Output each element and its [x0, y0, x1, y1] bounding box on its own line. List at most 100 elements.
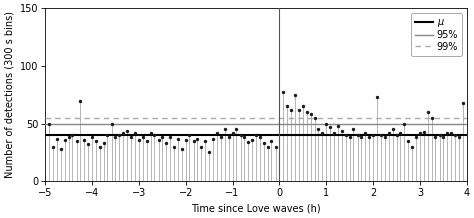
- Point: [424, 110, 432, 114]
- Point: [338, 129, 346, 132]
- Point: [57, 147, 64, 151]
- Point: [311, 116, 319, 120]
- Point: [73, 139, 81, 143]
- Point: [186, 133, 193, 137]
- Point: [346, 136, 354, 139]
- Point: [92, 139, 100, 143]
- Point: [170, 145, 178, 148]
- Point: [373, 95, 381, 99]
- Point: [158, 136, 166, 139]
- Point: [342, 133, 350, 137]
- Point: [166, 136, 174, 139]
- Point: [354, 133, 361, 137]
- Point: [420, 130, 428, 133]
- Point: [182, 138, 190, 141]
- Point: [217, 136, 225, 139]
- Point: [119, 131, 127, 135]
- Point: [201, 139, 209, 143]
- Point: [240, 136, 248, 139]
- Point: [299, 105, 307, 108]
- Legend: $\mu$, 95%, 99%: $\mu$, 95%, 99%: [411, 13, 462, 56]
- Point: [377, 133, 385, 137]
- Point: [151, 133, 158, 137]
- Point: [127, 136, 135, 139]
- Point: [162, 141, 170, 145]
- Point: [174, 137, 182, 140]
- Point: [369, 133, 377, 137]
- Point: [307, 113, 315, 116]
- Point: [104, 133, 111, 137]
- Point: [225, 136, 233, 139]
- Point: [49, 145, 57, 148]
- Point: [459, 101, 467, 105]
- Point: [443, 131, 451, 135]
- Point: [115, 133, 123, 137]
- Point: [65, 136, 73, 139]
- Point: [69, 133, 76, 137]
- Point: [451, 133, 459, 137]
- Point: [100, 141, 108, 145]
- Point: [45, 122, 53, 125]
- Point: [401, 122, 408, 125]
- Point: [221, 128, 228, 131]
- Point: [123, 129, 131, 132]
- Point: [252, 133, 260, 137]
- Point: [260, 141, 268, 145]
- X-axis label: Time since Love waves (h): Time since Love waves (h): [191, 204, 321, 214]
- Point: [96, 145, 104, 148]
- Point: [178, 147, 186, 151]
- Point: [326, 125, 334, 129]
- Point: [416, 131, 424, 135]
- Point: [330, 131, 338, 135]
- Point: [334, 124, 342, 128]
- Point: [213, 131, 221, 135]
- Point: [393, 133, 401, 137]
- Point: [428, 116, 436, 120]
- Point: [244, 140, 252, 144]
- Y-axis label: Number of detections (300 s bins): Number of detections (300 s bins): [4, 11, 14, 178]
- Point: [408, 145, 416, 148]
- Point: [314, 128, 322, 131]
- Point: [291, 93, 299, 97]
- Point: [88, 136, 96, 139]
- Point: [439, 136, 447, 139]
- Point: [361, 131, 369, 135]
- Point: [135, 138, 143, 141]
- Point: [76, 99, 84, 102]
- Point: [53, 137, 61, 140]
- Point: [143, 139, 151, 143]
- Point: [389, 128, 397, 131]
- Point: [272, 145, 280, 148]
- Point: [155, 138, 162, 141]
- Point: [139, 136, 146, 139]
- Point: [229, 131, 237, 135]
- Point: [455, 136, 463, 139]
- Point: [365, 136, 373, 139]
- Point: [436, 133, 443, 137]
- Point: [190, 139, 198, 143]
- Point: [432, 136, 439, 139]
- Point: [357, 136, 365, 139]
- Point: [279, 91, 287, 94]
- Point: [205, 151, 213, 154]
- Point: [147, 131, 155, 135]
- Point: [412, 136, 420, 139]
- Point: [350, 128, 357, 131]
- Point: [108, 122, 116, 125]
- Point: [319, 131, 326, 135]
- Point: [197, 145, 205, 148]
- Point: [287, 108, 295, 111]
- Point: [237, 133, 244, 137]
- Point: [209, 137, 217, 140]
- Point: [283, 105, 291, 108]
- Point: [322, 122, 330, 125]
- Point: [193, 137, 201, 140]
- Point: [248, 138, 256, 141]
- Point: [112, 136, 119, 139]
- Point: [385, 131, 392, 135]
- Point: [233, 128, 240, 131]
- Point: [256, 136, 264, 139]
- Point: [131, 131, 139, 135]
- Point: [447, 131, 455, 135]
- Point: [396, 131, 404, 135]
